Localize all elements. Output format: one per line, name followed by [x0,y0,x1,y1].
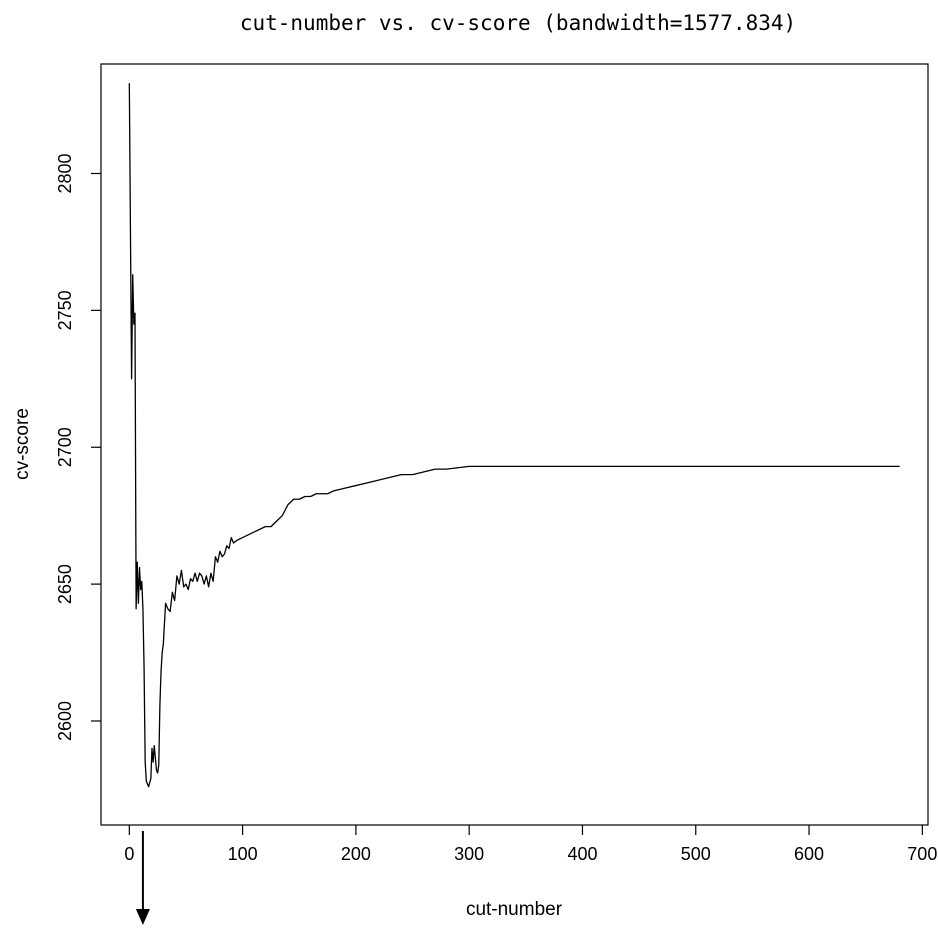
y-tick-label: 2750 [55,290,75,330]
y-tick-label: 2600 [55,701,75,741]
x-axis: 0 100 200 300 400 500 600 700 [124,825,937,864]
y-axis-label: cv-score [12,408,33,480]
series-line [128,83,900,788]
y-tick-label: 2800 [55,153,75,193]
x-tick-label: 400 [567,844,597,864]
x-tick-label: 500 [681,844,711,864]
annotation-layer [135,831,150,925]
y-tick-label: 2650 [55,564,75,604]
plot-frame [100,63,929,826]
x-tick-label: 0 [124,844,134,864]
x-tick-label: 200 [341,844,371,864]
x-tick-label: 700 [907,844,937,864]
x-tick-label: 100 [228,844,258,864]
x-axis-label: cut-number [466,899,563,920]
x-tick-label: 300 [454,844,484,864]
chart-title: cut-number vs. cv-score (bandwidth=1577.… [240,11,796,35]
series-layer [128,83,900,788]
y-tick-label: 2700 [55,427,75,467]
annotation-arrow-head [135,909,150,925]
x-tick-label: 600 [794,844,824,864]
y-axis: 2600 2650 2700 2750 2800 [55,153,101,741]
